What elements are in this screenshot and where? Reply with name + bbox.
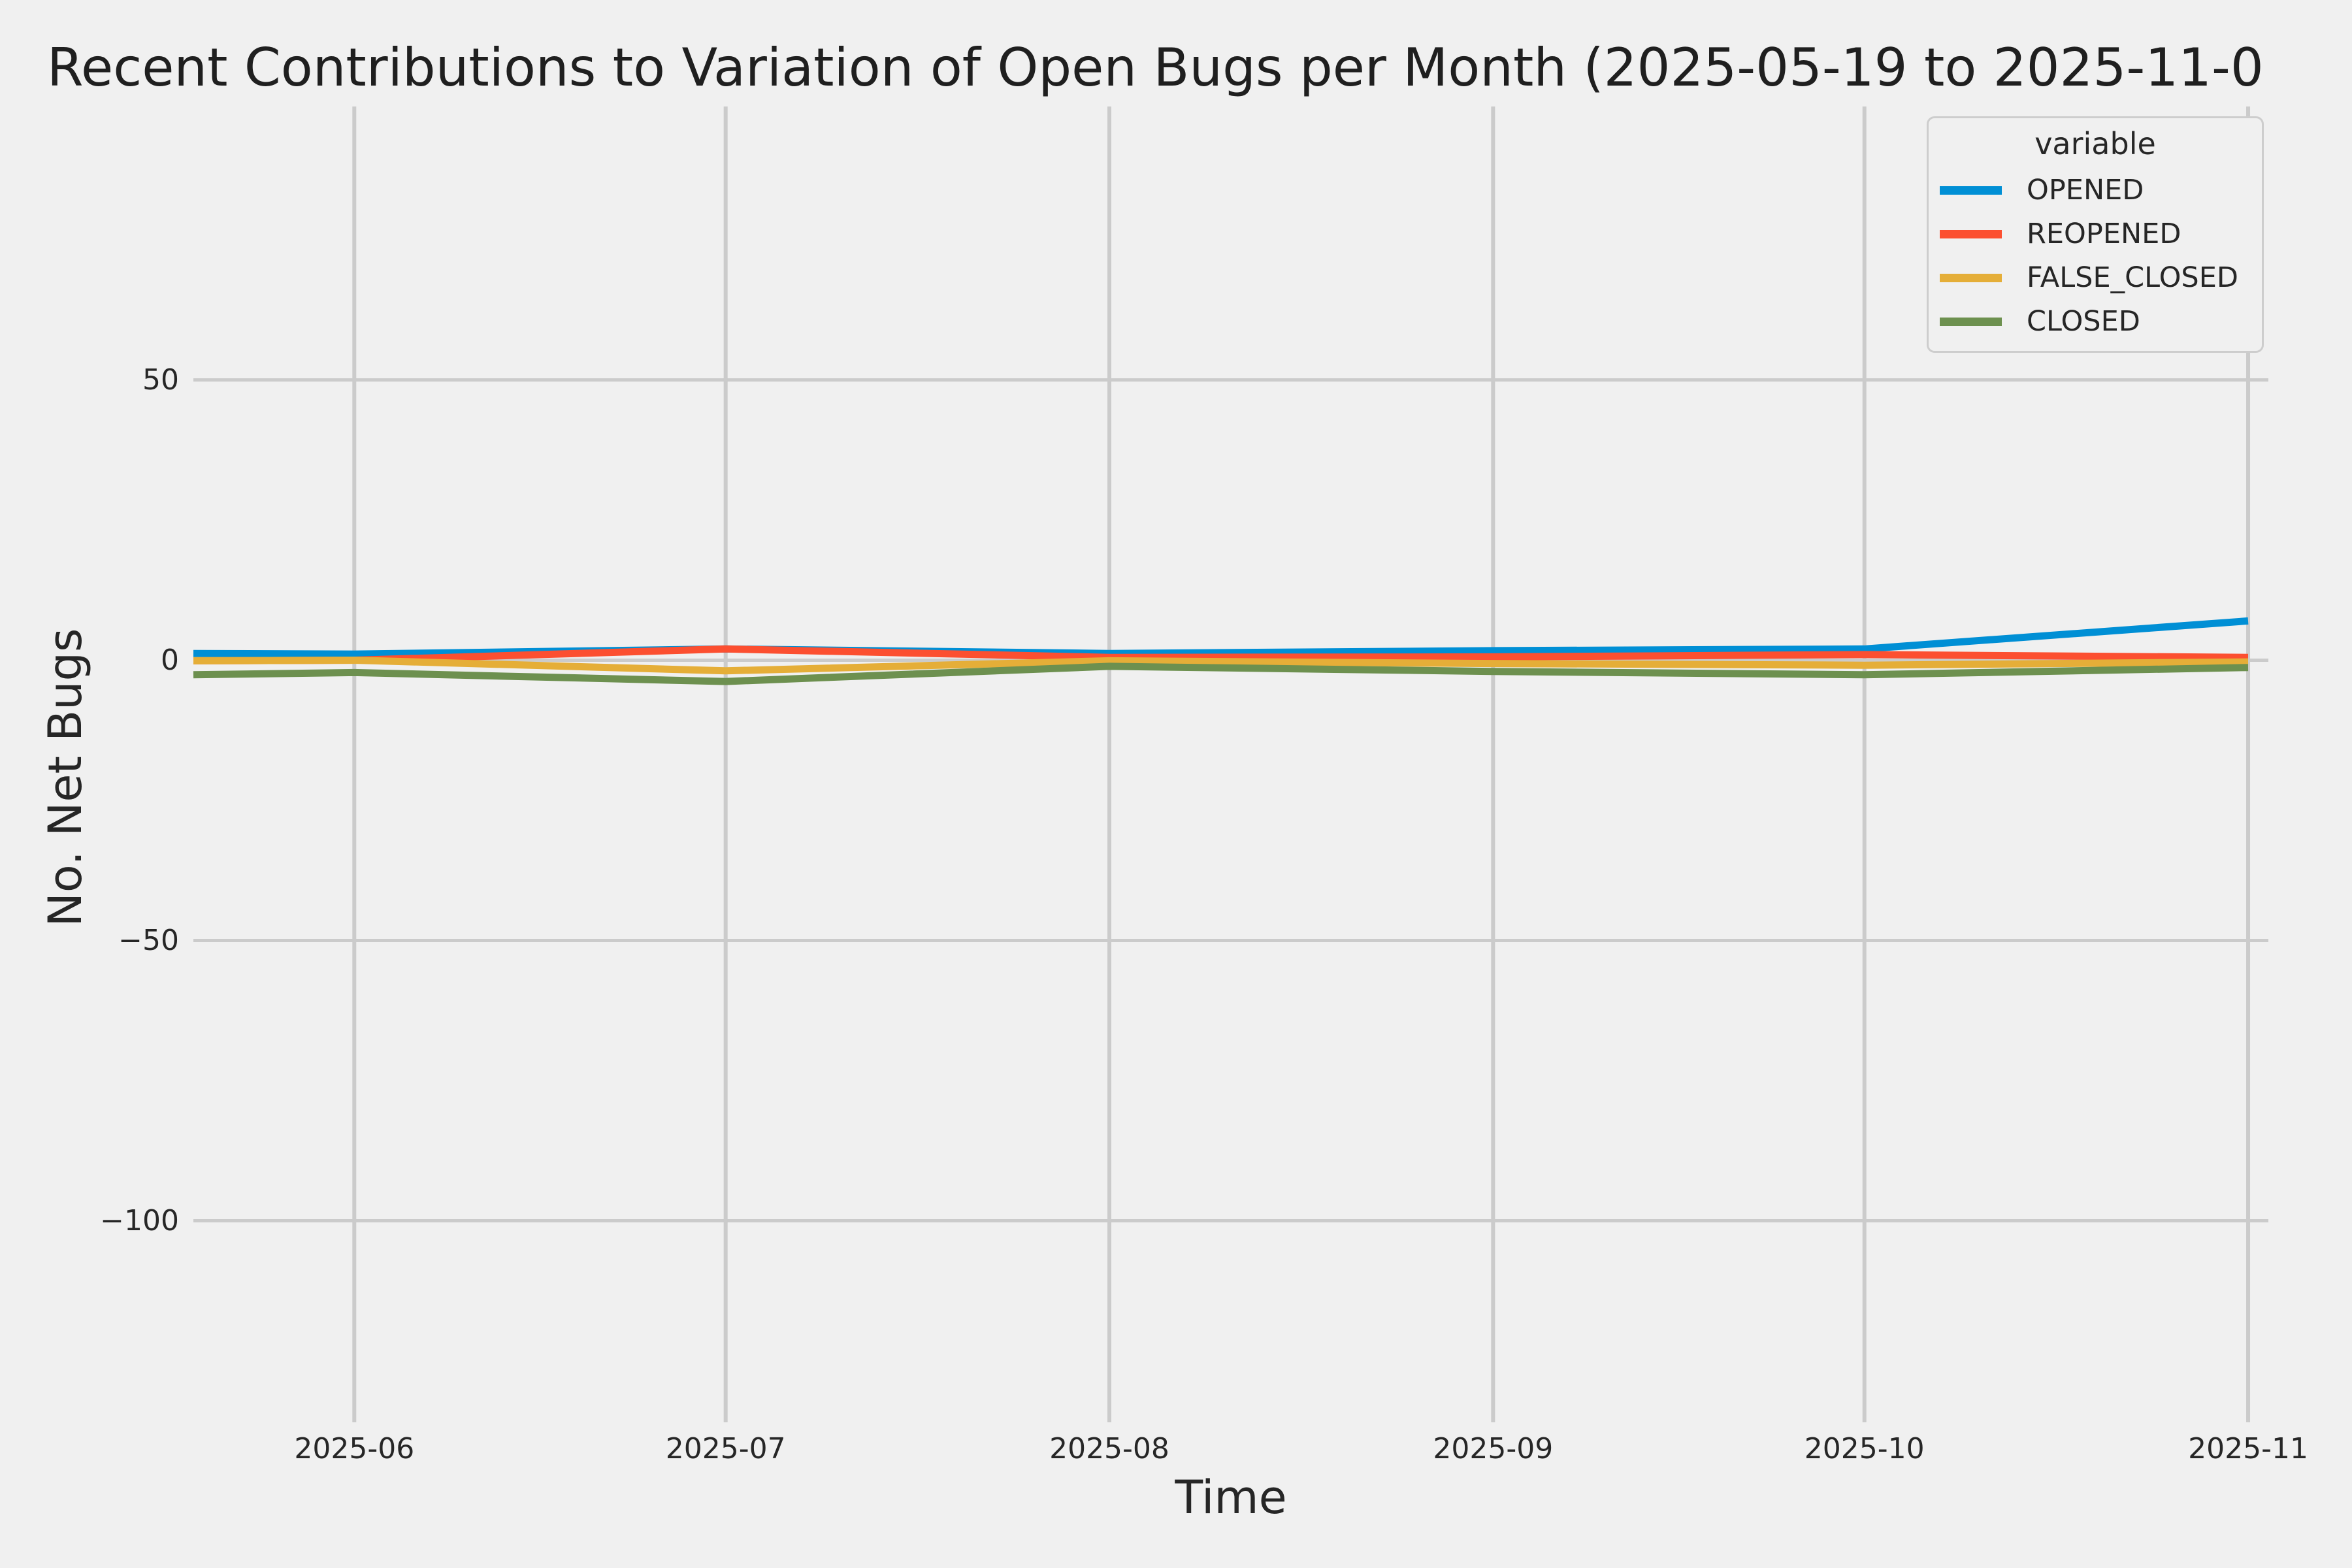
legend-entry-false_closed: FALSE_CLOSED xyxy=(1929,256,2262,300)
x-tick-label-2025-11: 2025-11 xyxy=(2188,1432,2308,1465)
series-line-false_closed xyxy=(193,657,2249,675)
y-tick-label--100: −100 xyxy=(100,1203,179,1237)
legend-entry-opened: OPENED xyxy=(1929,169,2262,212)
legend-label-closed: CLOSED xyxy=(2027,304,2140,338)
series-line-opened xyxy=(193,617,2249,658)
y-axis-title: No. Net Bugs xyxy=(39,628,92,927)
legend-entry-closed: CLOSED xyxy=(1929,300,2262,344)
legend-label-reopened: REOPENED xyxy=(2027,217,2181,250)
y-tick-label-0: 0 xyxy=(161,643,179,677)
legend-label-opened: OPENED xyxy=(2027,173,2144,206)
legend-swatch-reopened xyxy=(1940,229,2002,238)
x-tick-label-2025-07: 2025-07 xyxy=(665,1432,786,1465)
legend-swatch-opened xyxy=(1940,186,2002,195)
chart-title: Recent Contributions to Variation of Ope… xyxy=(47,37,2264,98)
legend-label-false_closed: FALSE_CLOSED xyxy=(2027,261,2238,294)
legend-swatch-false_closed xyxy=(1940,273,2002,282)
x-tick-label-2025-06: 2025-06 xyxy=(294,1432,415,1465)
x-axis-title: Time xyxy=(1175,1471,1287,1524)
legend-title: variable xyxy=(2034,126,2156,161)
series-line-closed xyxy=(193,662,2249,685)
x-tick-label-2025-10: 2025-10 xyxy=(1804,1432,1925,1465)
x-tick-label-2025-08: 2025-08 xyxy=(1049,1432,1169,1465)
y-tick-label--50: −50 xyxy=(118,923,179,957)
x-tick-label-2025-09: 2025-09 xyxy=(1433,1432,1554,1465)
legend-swatch-closed xyxy=(1940,317,2002,326)
y-tick-label-50: 50 xyxy=(142,363,179,397)
legend-entries: OPENED REOPENED FALSE_CLOSED CLOSED xyxy=(1929,169,2262,344)
legend: variable OPENED REOPENED FALSE_CLOSED CLOSE… xyxy=(1927,116,2264,353)
legend-entry-reopened: REOPENED xyxy=(1929,212,2262,256)
